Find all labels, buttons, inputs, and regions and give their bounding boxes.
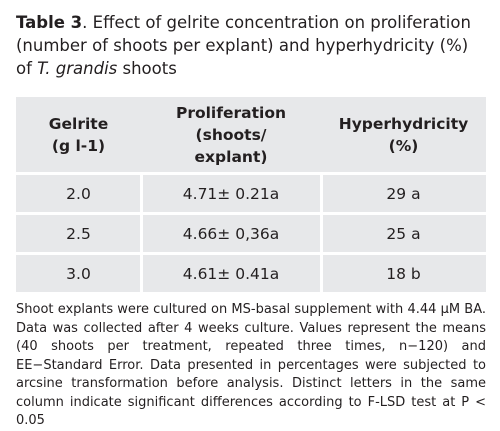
row-divider: [16, 172, 486, 175]
cell-gelrite: 2.5: [66, 225, 91, 243]
column-divider: [320, 174, 323, 292]
cell-hyperhydricity: 29 a: [386, 185, 421, 203]
table-label: Table 3: [16, 13, 83, 32]
cell-hyperhydricity: 25 a: [386, 225, 421, 243]
column-divider: [140, 174, 143, 292]
cell-gelrite: 2.0: [66, 185, 91, 203]
data-table: Gelrite (g l-1) Proliferation (shoots/ e…: [16, 97, 486, 292]
header-gelrite: Gelrite (g l-1): [16, 97, 141, 173]
table-caption: Table 3. Effect of gelrite concentration…: [16, 11, 486, 80]
header-hyperhydricity: Hyperhydricity (%): [321, 97, 486, 173]
cell-gelrite: 3.0: [66, 264, 91, 283]
row-divider: [16, 212, 486, 215]
cell-proliferation: 4.71± 0.21a: [182, 185, 280, 203]
caption-text: . Effect of gelrite concentration on pro…: [16, 13, 471, 78]
header-proliferation-line2: explant): [194, 148, 268, 166]
header-proliferation-line1: Proliferation (shoots/: [175, 104, 287, 144]
table-footnote: Shoot explants were cultured on MS-basal…: [16, 302, 486, 428]
species-name: T. grandis: [37, 59, 118, 78]
header-hyperhydricity-line1: Hyperhydricity: [338, 115, 469, 133]
row-divider: [16, 252, 486, 255]
header-gelrite-line2: (g l-1): [51, 137, 106, 155]
caption-text-end: shoots: [117, 59, 177, 78]
header-gelrite-line1: Gelrite: [48, 115, 109, 133]
cell-proliferation: 4.61± 0.41a: [182, 264, 280, 283]
header-hyperhydricity-line2: (%): [388, 137, 419, 155]
cell-proliferation: 4.66± 0,36a: [182, 225, 280, 243]
header-proliferation: Proliferation (shoots/ explant): [141, 97, 321, 173]
cell-hyperhydricity: 18 b: [386, 264, 421, 283]
